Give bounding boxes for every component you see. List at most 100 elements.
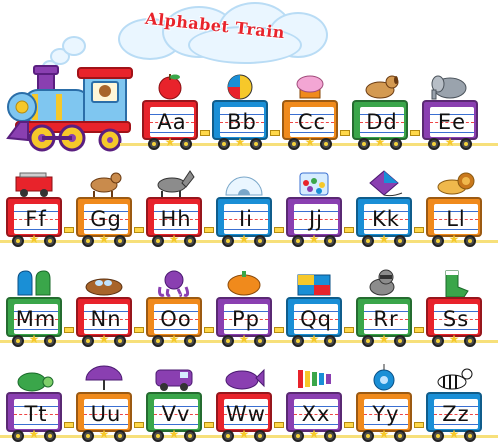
train-car-xx: Xx ★ xyxy=(286,392,342,442)
van-icon xyxy=(152,364,196,396)
car-coupler xyxy=(344,227,354,233)
letter-pair: Hh xyxy=(160,207,192,231)
car-coupler xyxy=(204,422,214,428)
letter-pair: Oo xyxy=(160,307,192,331)
smoke-puff xyxy=(62,36,86,56)
car-coupler xyxy=(134,422,144,428)
train-car-ll: Ll ★ xyxy=(426,197,482,247)
igloo-icon xyxy=(222,169,266,201)
wheel-icon xyxy=(254,235,266,247)
wheel-icon xyxy=(82,235,94,247)
letter-pair: Ii xyxy=(238,207,254,231)
wheel-icon xyxy=(250,138,262,150)
star-icon: ★ xyxy=(28,332,40,346)
train-car-oo: Oo ★ xyxy=(146,297,202,347)
wheel-icon xyxy=(394,430,406,442)
wheel-icon xyxy=(464,430,476,442)
car-coupler xyxy=(134,227,144,233)
car-coupler xyxy=(64,422,74,428)
wheel-icon xyxy=(288,138,300,150)
xylophone-icon xyxy=(292,364,336,396)
car-body: Mm xyxy=(6,297,62,337)
letter-pair: Ss xyxy=(442,307,470,331)
star-icon: ★ xyxy=(168,332,180,346)
letter-pair: Mm xyxy=(15,307,57,331)
car-coupler xyxy=(200,130,210,136)
star-icon: ★ xyxy=(164,135,176,149)
train-track xyxy=(0,435,498,438)
yo-yo-icon xyxy=(362,364,406,396)
wheel-icon xyxy=(222,335,234,347)
car-body: Tt xyxy=(6,392,62,432)
car-coupler xyxy=(270,130,280,136)
horse-icon xyxy=(152,169,196,201)
train-track xyxy=(120,143,498,146)
wheel-icon xyxy=(394,235,406,247)
star-icon: ★ xyxy=(238,232,250,246)
raccoon-icon xyxy=(362,269,406,301)
lion-icon xyxy=(432,169,476,201)
ball-icon xyxy=(218,72,262,104)
car-body: Vv xyxy=(146,392,202,432)
car-coupler xyxy=(64,227,74,233)
pumpkin-icon xyxy=(222,269,266,301)
car-body: Oo xyxy=(146,297,202,337)
car-body: Zz xyxy=(426,392,482,432)
wheel-icon xyxy=(254,430,266,442)
wheel-icon xyxy=(44,235,56,247)
car-coupler xyxy=(344,327,354,333)
car-body: Kk xyxy=(356,197,412,237)
letter-pair: Rr xyxy=(373,307,399,331)
star-icon: ★ xyxy=(98,427,110,441)
wheel-icon xyxy=(44,335,56,347)
train-car-dd: Dd ★ xyxy=(352,100,408,150)
letter-card: Rr xyxy=(364,304,408,334)
wheel-icon xyxy=(148,138,160,150)
car-body: Nn xyxy=(76,297,132,337)
turtle-icon xyxy=(12,364,56,396)
wheel-icon xyxy=(82,430,94,442)
car-coupler xyxy=(274,327,284,333)
star-icon: ★ xyxy=(238,427,250,441)
train-car-rr: Rr ★ xyxy=(356,297,412,347)
letter-pair: Pp xyxy=(232,307,260,331)
car-body: Qq xyxy=(286,297,342,337)
car-body: Pp xyxy=(216,297,272,337)
train-car-ii: Ii ★ xyxy=(216,197,272,247)
wheel-icon xyxy=(184,430,196,442)
letter-card: Yy xyxy=(364,399,408,429)
wheel-icon xyxy=(180,138,192,150)
star-icon: ★ xyxy=(98,232,110,246)
letter-pair: Yy xyxy=(372,402,400,426)
wheel-icon xyxy=(152,235,164,247)
wheel-icon xyxy=(394,335,406,347)
wheel-icon xyxy=(428,138,440,150)
star-icon: ★ xyxy=(28,232,40,246)
car-body: Cc xyxy=(282,100,338,140)
car-body: Gg xyxy=(76,197,132,237)
letter-card: Cc xyxy=(290,107,334,137)
wheel-icon xyxy=(362,335,374,347)
letter-card: Ss xyxy=(434,304,478,334)
star-icon: ★ xyxy=(28,427,40,441)
star-icon: ★ xyxy=(448,332,460,346)
star-icon: ★ xyxy=(308,232,320,246)
star-icon: ★ xyxy=(168,427,180,441)
star-icon: ★ xyxy=(308,332,320,346)
letter-card: Nn xyxy=(84,304,128,334)
car-body: Ii xyxy=(216,197,272,237)
star-icon: ★ xyxy=(448,427,460,441)
letter-card: Xx xyxy=(294,399,338,429)
wheel-icon xyxy=(432,235,444,247)
car-body: Bb xyxy=(212,100,268,140)
letter-pair: Uu xyxy=(90,402,122,426)
letter-pair: Ee xyxy=(437,110,467,134)
train-track xyxy=(0,340,498,343)
wheel-icon xyxy=(432,430,444,442)
zebra-icon xyxy=(432,364,476,396)
car-body: Ss xyxy=(426,297,482,337)
train-car-cc: Cc ★ xyxy=(282,100,338,150)
wheel-icon xyxy=(222,430,234,442)
letter-card: Aa xyxy=(150,107,194,137)
star-icon: ★ xyxy=(304,135,316,149)
